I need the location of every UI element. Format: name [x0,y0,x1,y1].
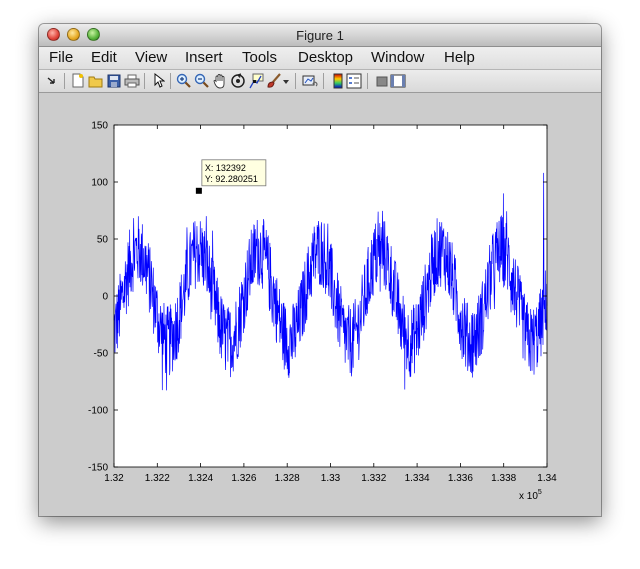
menu-help[interactable]: Help [444,49,475,66]
figure-canvas: 1.32 1.322 1.324 1.326 1.328 1.33 1.332 1.334 1.… [39,93,601,516]
x-tick-label: 1.34 [537,473,557,484]
menu-insert[interactable]: Insert [185,49,223,66]
brush-icon[interactable] [265,72,282,89]
hide-plot-tools-icon[interactable] [373,72,390,89]
show-plot-tools-icon[interactable] [389,72,406,89]
x-tick-label: 1.336 [448,473,473,484]
datatip-marker[interactable] [195,187,202,194]
save-icon[interactable] [105,72,122,89]
link-plot-icon[interactable] [301,72,318,89]
zoom-out-icon[interactable] [193,72,210,89]
y-tick-label: 150 [91,121,108,132]
title-bar[interactable]: Figure 1 [39,24,601,47]
y-tick-label: -150 [88,463,108,474]
datatip-box[interactable] [201,159,267,187]
window-title: Figure 1 [296,28,344,43]
x-tick-label: 1.332 [361,473,386,484]
x-tick-label: 1.33 [321,473,341,484]
brush-dropdown-icon[interactable] [281,72,291,89]
data-cursor-icon[interactable] [247,72,264,89]
figure-toolbar [39,70,601,93]
dock-arrow-icon[interactable] [42,72,59,89]
y-tick-label: -100 [88,406,108,417]
menu-window[interactable]: Window [371,49,425,66]
new-figure-icon[interactable] [69,72,86,89]
close-button[interactable] [47,28,60,41]
x-tick-label: 1.328 [275,473,300,484]
y-tick-label: 0 [102,292,108,303]
line-chart: 1.32 1.322 1.324 1.326 1.328 1.33 1.332 1.334 1.… [88,121,557,503]
y-tick-label: 50 [97,235,109,246]
figure-window: Figure 1 File Edit View Insert Tools Des… [39,24,601,516]
menu-tools[interactable]: Tools [242,49,278,66]
legend-icon[interactable] [345,72,362,89]
edit-plot-arrow-icon[interactable] [150,72,167,89]
zoom-in-icon[interactable] [175,72,192,89]
minimize-button[interactable] [67,28,80,41]
x-tick-label: 1.334 [405,473,430,484]
x-axis-scale-label: x 105 [519,489,542,502]
pan-hand-icon[interactable] [211,72,228,89]
rotate-3d-icon[interactable] [229,72,246,89]
zoom-button[interactable] [87,28,100,41]
x-tick-label: 1.326 [231,473,256,484]
datatip-y-label: Y: 92.280251 [205,174,258,184]
y-tick-label: -50 [94,349,109,360]
menu-bar: File Edit View Insert Tools Desktop Wind… [39,47,601,70]
x-tick-label: 1.324 [188,473,213,484]
x-tick-label: 1.32 [104,473,124,484]
x-tick-label: 1.338 [491,473,516,484]
menu-edit[interactable]: Edit [91,49,117,66]
menu-file[interactable]: File [49,49,74,66]
menu-view[interactable]: View [135,49,168,66]
series-line-signal[interactable] [113,172,548,391]
y-tick-label: 100 [91,178,108,189]
x-tick-label: 1.322 [145,473,170,484]
print-icon[interactable] [123,72,140,89]
open-file-icon[interactable] [87,72,104,89]
colorbar-icon[interactable] [329,72,346,89]
menu-desktop[interactable]: Desktop [298,49,354,66]
datatip-x-label: X: 132392 [205,163,246,173]
